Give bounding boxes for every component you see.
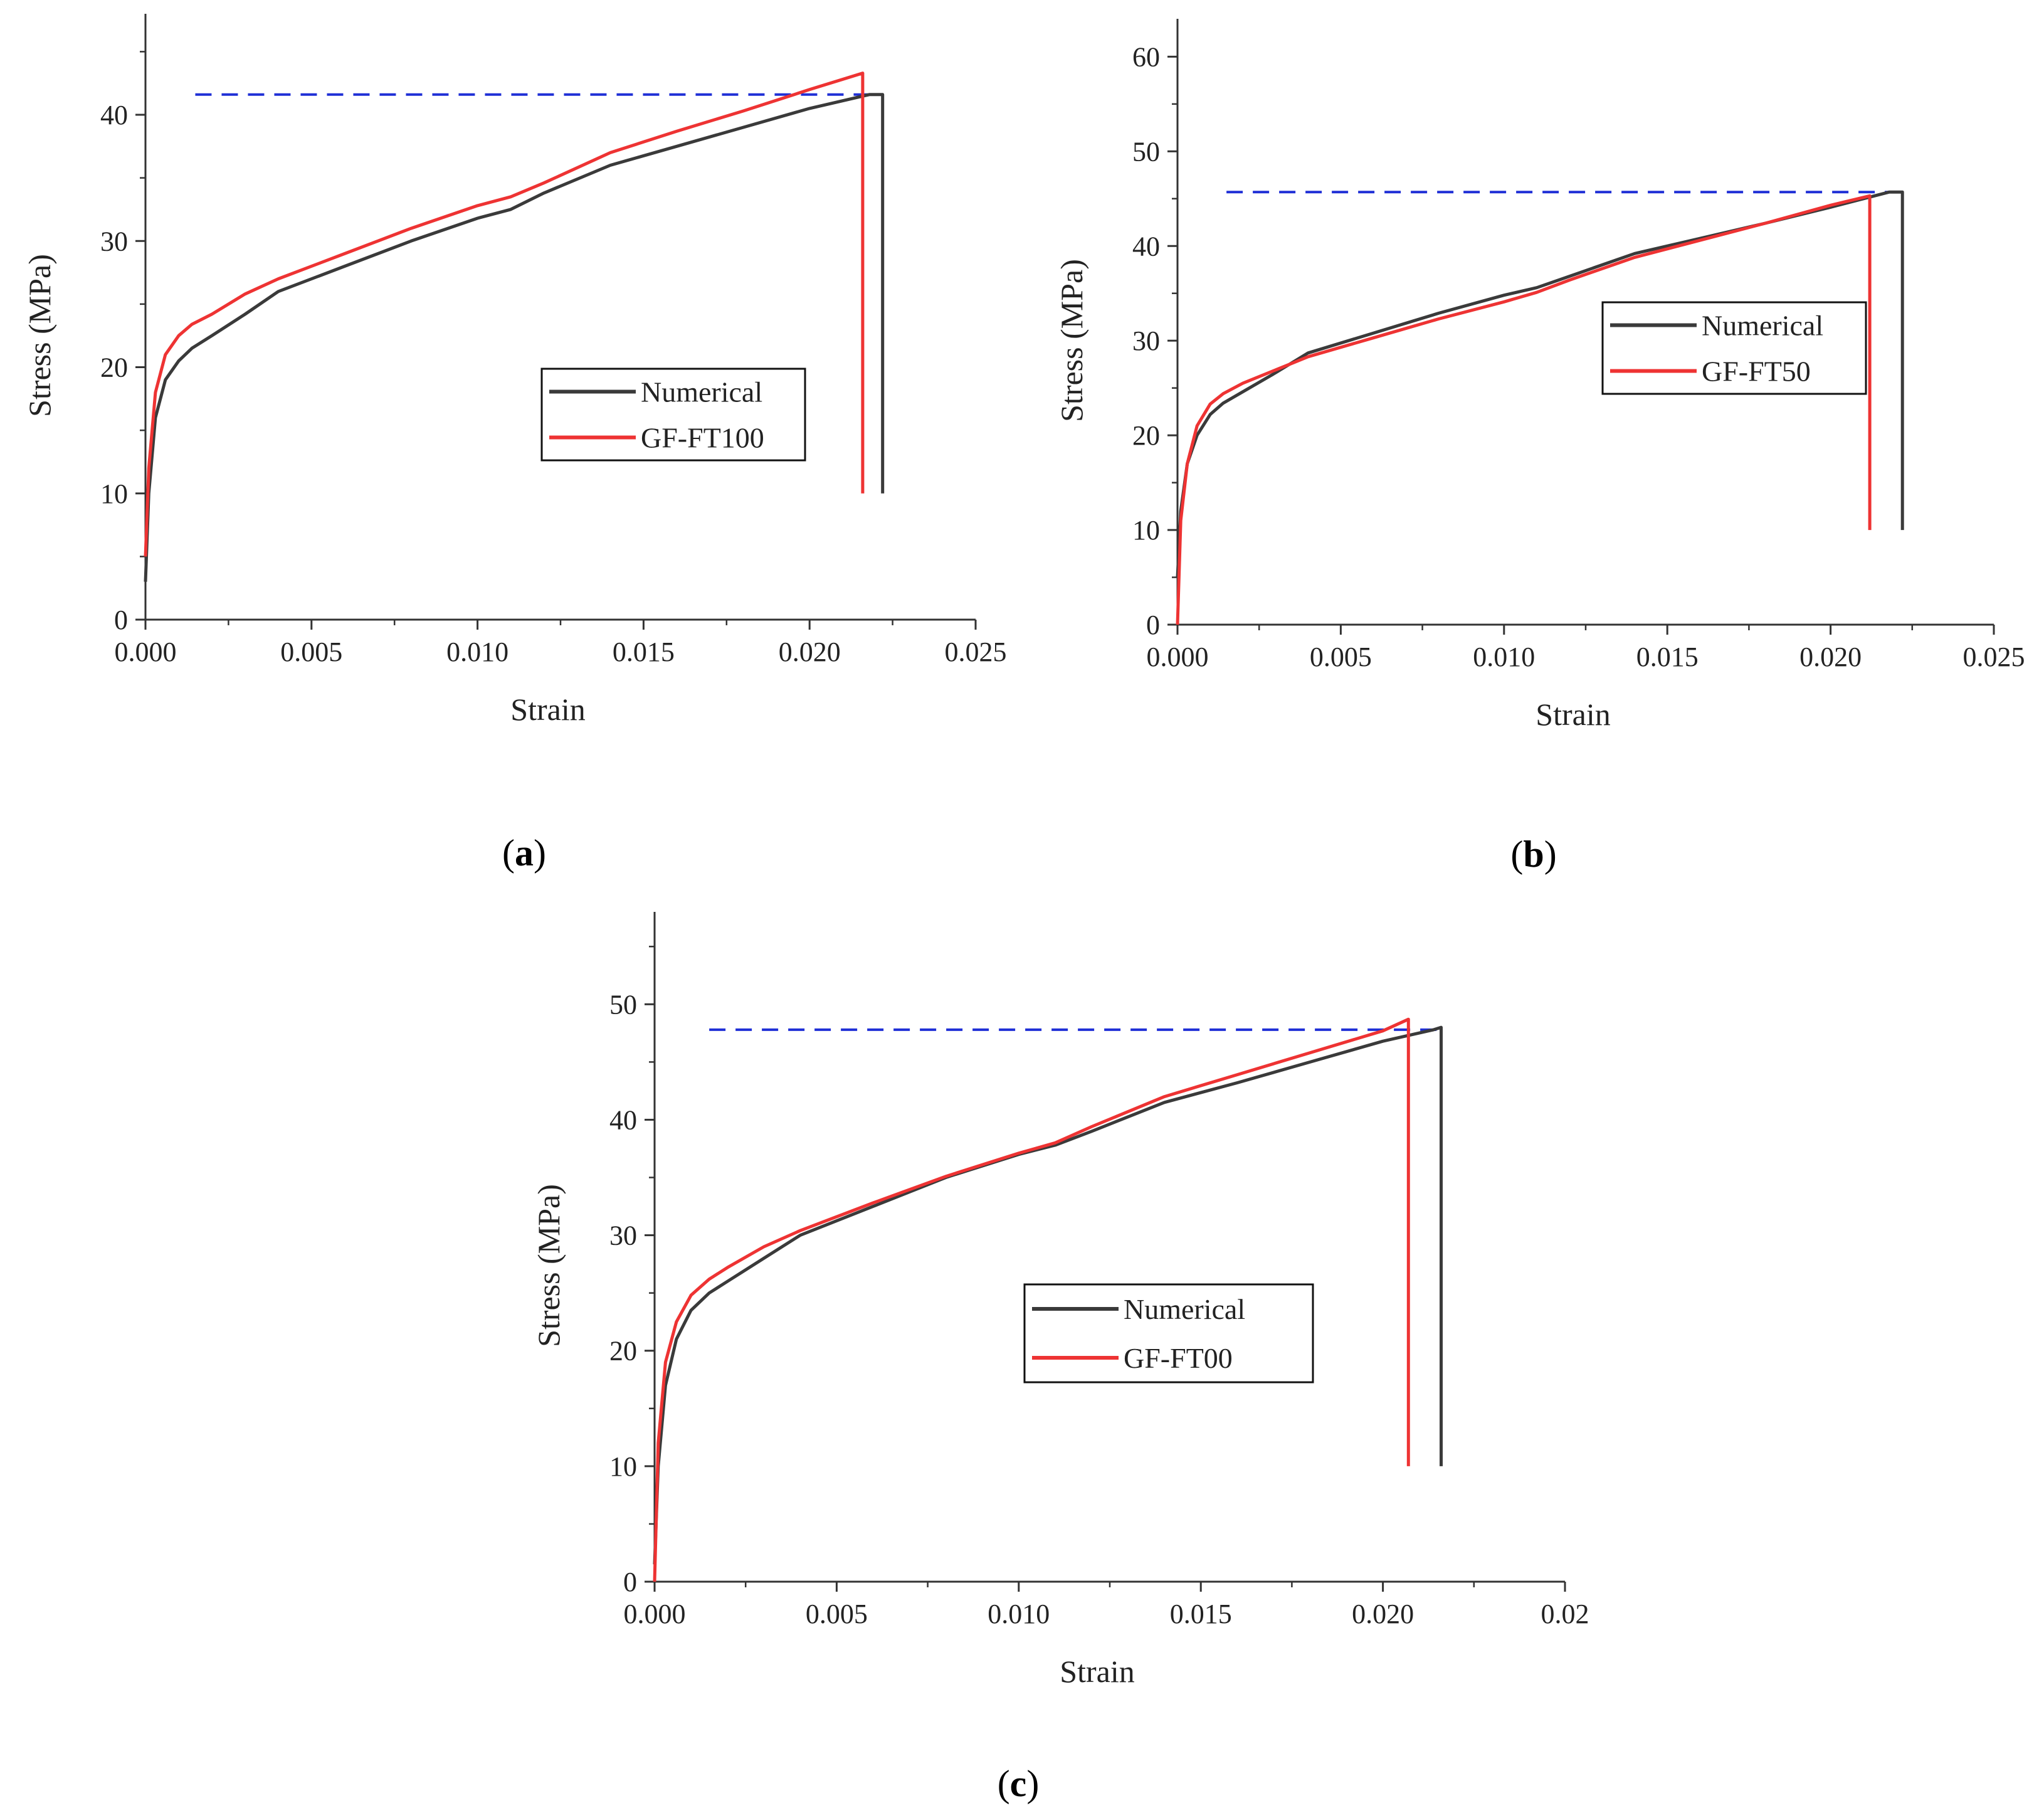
- legend-box: [540, 368, 806, 462]
- x-tick-label: 0.020: [1799, 642, 1862, 672]
- x-tick-label: 0.020: [779, 637, 841, 667]
- y-tick-label: 40: [100, 100, 128, 130]
- y-axis-title: Stress (MPa): [531, 1184, 566, 1347]
- y-tick-label: 40: [609, 1104, 637, 1135]
- y-tick-label: 50: [1132, 136, 1160, 167]
- y-tick-label: 10: [100, 479, 128, 509]
- series-line-experimental: [1176, 194, 1872, 625]
- panel-caption: (b): [1510, 833, 1556, 875]
- y-tick-label: 0: [1146, 610, 1160, 640]
- legend: Numerical GF-FT100: [540, 368, 806, 462]
- panel-caption: (c): [998, 1763, 1040, 1804]
- legend-label: Numerical: [1124, 1293, 1245, 1325]
- legend: Numerical GF-FT50: [1601, 301, 1867, 395]
- x-tick-label: 0.025: [945, 637, 1007, 667]
- x-tick-label: 0.005: [1310, 642, 1372, 672]
- x-axis-title: Strain: [510, 692, 585, 727]
- y-tick-label: 10: [1132, 515, 1160, 546]
- legend-label: Numerical: [1702, 310, 1823, 342]
- panel-caption: (a): [502, 832, 546, 874]
- chart-panel-b: 0.000 0.005 0.010 0.015 0.020 0.025 0 10 20 30 40 5…: [1054, 19, 2025, 875]
- y-tick-label: 10: [609, 1451, 637, 1482]
- legend-label: GF-FT100: [641, 422, 764, 454]
- y-tick-label: 60: [1132, 41, 1160, 72]
- caption-close: ): [534, 832, 546, 874]
- y-tick-label: 30: [609, 1220, 637, 1251]
- x-tick-label: 0.02: [1541, 1599, 1589, 1629]
- y-tick-label: 0: [623, 1567, 637, 1597]
- legend-label: Numerical: [641, 376, 762, 408]
- y-tick-label: 20: [1132, 420, 1160, 451]
- legend-label: GF-FT00: [1124, 1342, 1233, 1374]
- x-tick-label: 0.010: [446, 637, 508, 667]
- y-tick-label: 50: [609, 989, 637, 1020]
- caption-close: ): [1026, 1763, 1039, 1804]
- caption-letter: a: [515, 832, 534, 874]
- series-line-experimental: [144, 71, 865, 557]
- x-axis-title: Strain: [1536, 697, 1610, 732]
- x-tick-label: 0.005: [806, 1599, 868, 1629]
- x-tick-label: 0.005: [280, 637, 342, 667]
- caption-open: (: [998, 1763, 1010, 1804]
- x-axis-title: Strain: [1060, 1654, 1134, 1689]
- y-axis-title: Stress (MPa): [22, 254, 57, 417]
- x-tick-label: 0.025: [1963, 642, 2025, 672]
- chart-panel-a: 0.000 0.005 0.010 0.015 0.020 0.025 0 10 20 30 40 S…: [22, 14, 1007, 874]
- x-tick-label: 0.015: [1636, 642, 1699, 672]
- x-tick-label: 0.015: [613, 637, 675, 667]
- chart-panel-c: 0.000 0.005 0.010 0.015 0.020 0.0201020304050…: [531, 912, 1589, 1804]
- legend-box: [1601, 301, 1867, 395]
- x-tick-label: 0.010: [988, 1599, 1050, 1629]
- x-tick-label: 0.000: [624, 1599, 686, 1629]
- y-tick-label: 30: [1132, 325, 1160, 356]
- legend: Numerical GF-FT00: [1023, 1283, 1314, 1384]
- caption-open: (: [502, 832, 515, 874]
- x-tick-label: 0.020: [1352, 1599, 1414, 1629]
- legend-label: GF-FT50: [1702, 356, 1811, 388]
- caption-letter: c: [1010, 1763, 1027, 1804]
- x-tick-label: 0.015: [1170, 1599, 1232, 1629]
- y-tick-label: 20: [609, 1336, 637, 1367]
- y-tick-label: 20: [100, 352, 128, 383]
- y-tick-label: 40: [1132, 231, 1160, 262]
- series-line-experimental: [653, 1017, 1410, 1582]
- x-tick-label: 0.000: [115, 637, 177, 667]
- x-tick-label: 0.010: [1473, 642, 1535, 672]
- caption-open: (: [1510, 833, 1523, 875]
- y-tick-label: 30: [100, 226, 128, 257]
- x-tick-label: 0.000: [1147, 642, 1209, 672]
- series-line-numerical: [144, 93, 885, 582]
- legend-box: [1023, 1283, 1314, 1384]
- y-axis-title: Stress (MPa): [1054, 259, 1089, 422]
- y-tick-label: 0: [114, 605, 128, 635]
- caption-letter: b: [1523, 833, 1544, 875]
- caption-close: ): [1544, 833, 1557, 875]
